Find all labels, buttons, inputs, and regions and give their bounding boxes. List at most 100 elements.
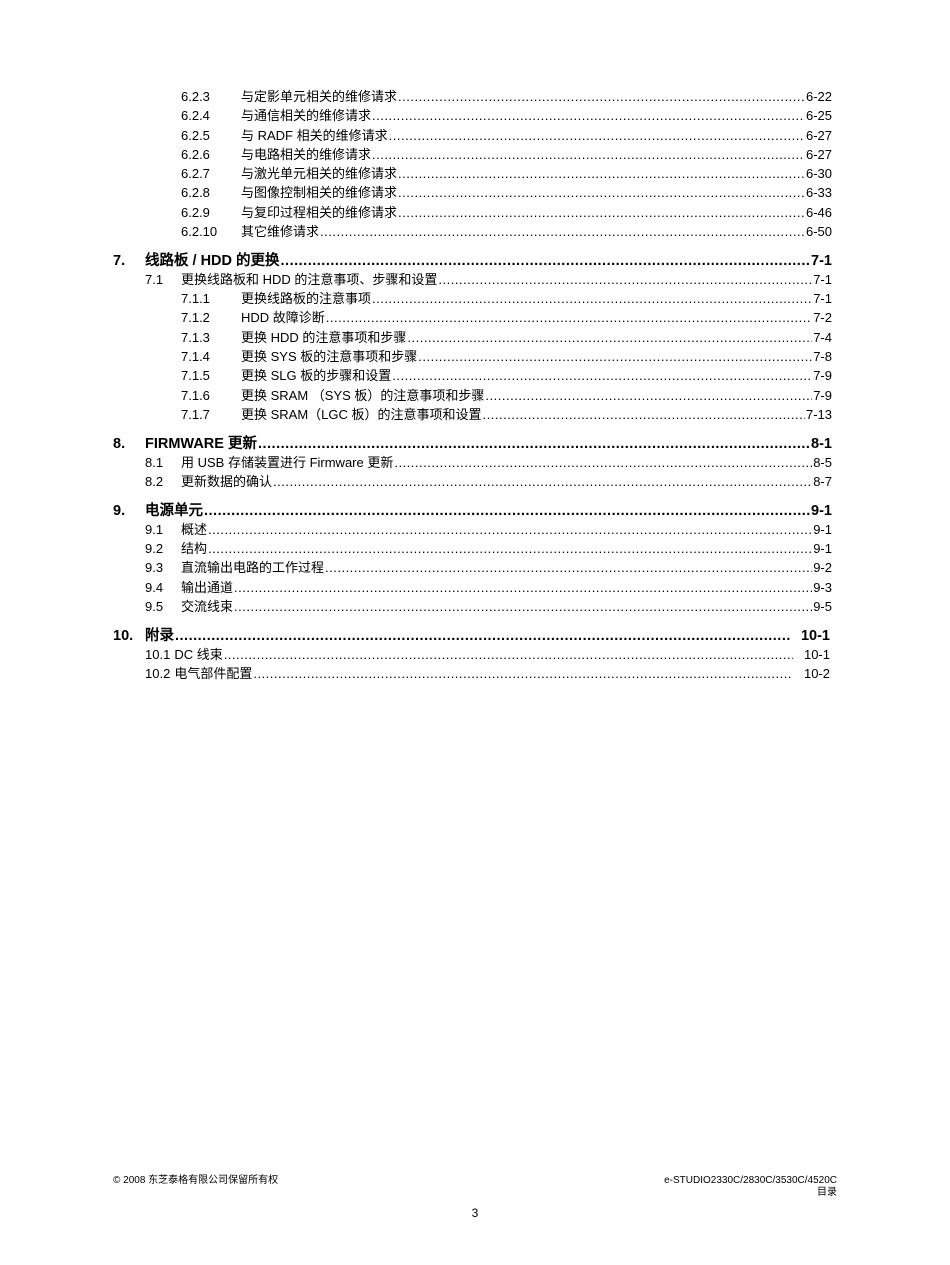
toc-entry[interactable]: 9.4 输出通道 9-3 [113,580,832,599]
toc-entry-page: 9-3 [813,579,832,595]
dot-leader [273,474,812,490]
dot-leader [208,541,812,557]
toc-entry[interactable]: 7.1.4 更换 SYS 板的注意事项和步骤 7-8 [113,349,832,368]
toc-entry[interactable]: 10. 附录 10-1 [113,627,832,647]
toc-entry-number: 8. [113,435,126,452]
toc-entry[interactable]: 6.2.4 与通信相关的维修请求 6-25 [113,108,832,127]
toc-entry-number: 7.1.3 [181,329,210,345]
toc-entry-number: 6.2.10 [181,224,218,240]
toc-entry-page: 7-8 [813,349,832,365]
toc-entry-page: 6-25 [805,108,832,124]
toc-entry[interactable]: 6.2.7 与激光单元相关的维修请求 6-30 [113,166,832,185]
toc-entry[interactable]: 7.1.3 更换 HDD 的注意事项和步骤 7-4 [113,330,832,349]
toc-entry-title: 线路板 / HDD 的更换 [145,252,280,269]
toc-entry-title: DC 线束 [174,646,223,662]
dot-leader [326,310,812,326]
toc-entry-page: 10-2 [803,666,830,682]
dot-leader [325,560,812,576]
dot-leader [253,666,793,682]
dot-leader [372,147,805,163]
toc-entry[interactable]: 7.1.1 更换线路板的注意事项 7-1 [113,291,832,310]
toc-entry-title: 电源单元 [145,502,203,519]
toc-entry[interactable]: 6.2.6 与电路相关的维修请求 6-27 [113,147,832,166]
toc-entry-number: 6.2.7 [181,166,210,182]
toc-entry-title: HDD 故障诊断 [241,310,325,326]
table-of-contents: 6.2.3 与定影单元相关的维修请求 6-22 6.2.4 与通信相关的维修请求 6-25… [113,89,832,685]
toc-entry-page: 6-27 [805,146,832,162]
toc-entry[interactable]: 7.1.7 更换 SRAM（LGC 板）的注意事项和设置 7-13 [113,407,832,426]
toc-entry-number: 7.1.7 [181,406,210,422]
toc-entry[interactable]: 9.2 结构 9-1 [113,541,832,560]
dot-leader [394,455,812,471]
toc-entry-number: 9.1 [145,521,164,537]
toc-entry-page: 7-4 [813,329,832,345]
toc-entry[interactable]: 6.2.3 与定影单元相关的维修请求 6-22 [113,89,832,108]
toc-entry[interactable]: 7. 线路板 / HDD 的更换 7-1 [113,252,832,272]
dot-leader [372,291,812,307]
toc-entry-title: 更换 SLG 板的步骤和设置 [241,368,392,384]
toc-entry-title: 结构 [181,541,208,557]
toc-entry[interactable]: 9.1 概述 9-1 [113,522,832,541]
toc-entry-title: 电气部件配置 [174,666,253,682]
toc-entry-page: 8-1 [811,435,832,452]
dot-leader [398,166,805,182]
toc-entry-title: 与复印过程相关的维修请求 [241,204,398,220]
toc-entry-title: 其它维修请求 [241,224,320,240]
toc-entry[interactable]: 8.2 更新数据的确认 8-7 [113,474,832,493]
page-number: 3 [471,1206,479,1220]
toc-entry-page: 6-22 [805,89,832,104]
dot-leader [483,407,805,423]
toc-entry-title: 与电路相关的维修请求 [241,146,372,162]
toc-entry-number: 9.2 [145,541,164,557]
toc-entry-page: 8-7 [813,474,832,490]
toc-entry-page: 7-13 [805,406,832,422]
toc-entry[interactable]: 10.1DC 线束 10-1 [113,647,832,666]
toc-entry[interactable]: 7.1.6 更换 SRAM （SYS 板）的注意事项和步骤 7-9 [113,388,832,407]
toc-entry-page: 10-1 [800,627,830,644]
toc-entry[interactable]: 9.3 直流输出电路的工作过程 9-2 [113,560,832,579]
toc-entry-title: FIRMWARE 更新 [145,435,257,452]
toc-entry-number: 6.2.5 [181,127,210,143]
toc-entry[interactable]: 7.1.2 HDD 故障诊断 7-2 [113,310,832,329]
toc-entry-title: 更换 SYS 板的注意事项和步骤 [241,349,418,365]
toc-entry-number: 7.1.1 [181,291,210,307]
dot-leader [234,599,812,615]
toc-entry-title: 与定影单元相关的维修请求 [241,89,398,104]
toc-entry[interactable]: 9.5 交流线束 9-5 [113,599,832,618]
dot-leader [389,128,805,144]
dot-leader [398,185,805,201]
toc-entry-title: 与通信相关的维修请求 [241,108,372,124]
toc-entry-title: 交流线束 [181,599,234,615]
toc-entry-title: 更新数据的确认 [181,474,273,490]
toc-entry-page: 7-1 [811,252,832,269]
dot-leader [372,108,805,124]
toc-entry[interactable]: 6.2.5 与 RADF 相关的维修请求 6-27 [113,128,832,147]
dot-leader [224,647,793,663]
toc-entry-title: 直流输出电路的工作过程 [181,560,325,576]
footer-copyright: © 2008 东芝泰格有限公司保留所有权 [113,1175,279,1186]
toc-entry-title: 更换 SRAM （SYS 板）的注意事项和步骤 [241,387,485,403]
toc-entry-title: 输出通道 [181,579,234,595]
footer-section: 目录 [817,1187,837,1198]
toc-entry-number: 7. [113,252,126,269]
toc-entry[interactable]: 8.1 用 USB 存储装置进行 Firmware 更新 8-5 [113,455,832,474]
dot-leader [418,349,812,365]
dot-leader [398,89,805,105]
toc-entry-page: 9-2 [813,560,832,576]
toc-entry-number: 9.5 [145,599,164,615]
toc-entry[interactable]: 6.2.9 与复印过程相关的维修请求 6-46 [113,205,832,224]
footer-model-info: e-STUDIO2330C/2830C/3530C/4520C 目录 [664,1175,837,1199]
toc-entry[interactable]: 8. FIRMWARE 更新 8-1 [113,435,832,455]
toc-entry[interactable]: 7.1 更换线路板和 HDD 的注意事项、步骤和设置 7-1 [113,272,832,291]
toc-entry[interactable]: 9. 电源单元 9-1 [113,502,832,522]
toc-entry-title: 与 RADF 相关的维修请求 [241,127,388,143]
toc-entry-page: 6-50 [805,224,832,240]
toc-entry[interactable]: 6.2.10 其它维修请求 6-50 [113,224,832,243]
toc-entry[interactable]: 7.1.5 更换 SLG 板的步骤和设置 7-9 [113,368,832,387]
toc-entry[interactable]: 6.2.8 与图像控制相关的维修请求 6-33 [113,185,832,204]
toc-entry-page: 9-5 [813,599,832,615]
toc-entry-page: 9-1 [811,502,832,519]
toc-entry-number: 10.1 [145,646,171,662]
dot-leader [485,388,812,404]
